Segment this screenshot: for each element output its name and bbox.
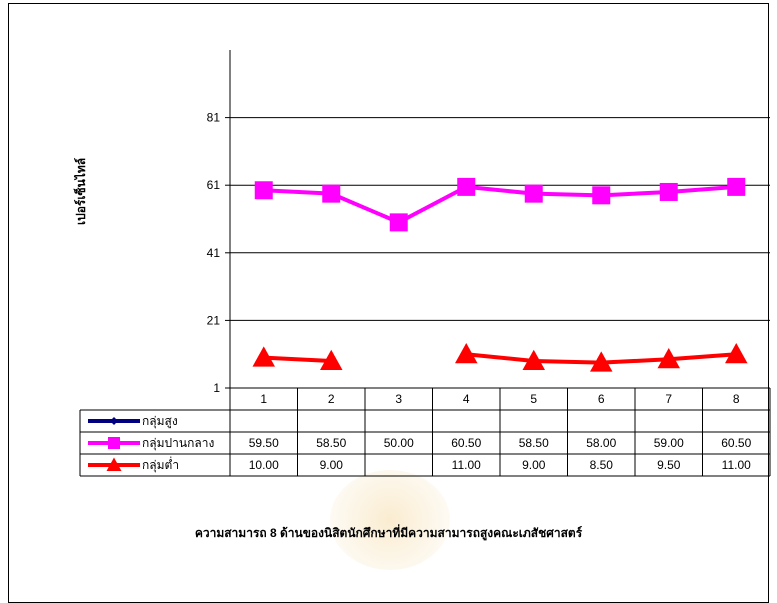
series-2-data-label: 60.50 <box>721 436 751 450</box>
series-3-point <box>522 349 545 370</box>
series-3-point <box>320 349 343 370</box>
chart-caption: ความสามารถ 8 ด้านของนิสิตนักศึกษาที่มีคว… <box>194 526 583 540</box>
series-2-point <box>524 184 543 203</box>
x-tick-label: 2 <box>328 392 335 406</box>
y-tick-label: 61 <box>207 178 221 192</box>
series-3-data-label: 8.50 <box>590 458 614 472</box>
series-3-data-label: 9.00 <box>320 458 344 472</box>
series-2-point <box>322 184 341 203</box>
line-chart: 1 21 41 61 81 1 2 3 4 5 6 7 8 กลุ่มสูงกลุ่มปานกลาง 59.… <box>79 50 771 477</box>
series-3-data-label: 11.00 <box>722 458 751 472</box>
series-3-legend-marker <box>106 457 122 471</box>
series-3-point <box>252 346 275 367</box>
series-2-data-label: 59.00 <box>654 436 684 450</box>
x-tick-label: 1 <box>260 392 267 406</box>
series-2-point <box>659 182 678 201</box>
x-tick-label: 4 <box>463 392 470 406</box>
series-1-legend-marker <box>110 417 118 425</box>
y-axis-label: เปอร์เซ็นไทล์ <box>74 157 88 225</box>
series-2-point <box>254 181 273 200</box>
series-2-legend-label: กลุ่มปานกลาง <box>142 436 214 451</box>
series-3-point <box>725 342 748 364</box>
series-2-data-label: 58.00 <box>586 436 616 450</box>
series-3-point <box>455 342 478 364</box>
y-tick-label: 21 <box>207 313 221 327</box>
y-tick-label: 81 <box>207 111 221 125</box>
series-3-data-label: 9.00 <box>522 458 546 472</box>
series-3-data-label: 9.50 <box>657 458 681 472</box>
x-tick-label: 5 <box>530 392 537 406</box>
series-2-data-label: 60.50 <box>451 436 481 450</box>
series-2-line <box>263 184 737 225</box>
series-2-legend-marker <box>108 437 120 449</box>
series-3-point <box>590 351 613 372</box>
series-2-point <box>389 213 408 232</box>
series-2-data-label: 50.00 <box>384 436 414 450</box>
series-2-point <box>727 177 746 196</box>
series-3-data-label: 10.00 <box>249 458 279 472</box>
series-3-legend-label: กลุ่มต่ำ <box>142 456 179 473</box>
x-tick-label: 7 <box>665 392 672 406</box>
series-2-point <box>592 186 611 205</box>
series-2-point <box>457 177 476 196</box>
x-tick-label: 3 <box>395 392 402 406</box>
series-3-data-label: 11.00 <box>452 458 481 472</box>
x-tick-label: 8 <box>733 392 740 406</box>
x-tick-label: 6 <box>598 392 605 406</box>
series-3-point <box>657 348 680 369</box>
series-2-data-label: 58.50 <box>316 436 346 450</box>
series-3-line <box>263 355 332 363</box>
y-tick-label: 1 <box>213 381 220 395</box>
series-2-data-label: 59.50 <box>249 436 279 450</box>
series-1-legend-label: กลุ่มสูง <box>142 414 178 429</box>
y-tick-label: 41 <box>207 246 221 260</box>
series-2-data-label: 58.50 <box>519 436 549 450</box>
